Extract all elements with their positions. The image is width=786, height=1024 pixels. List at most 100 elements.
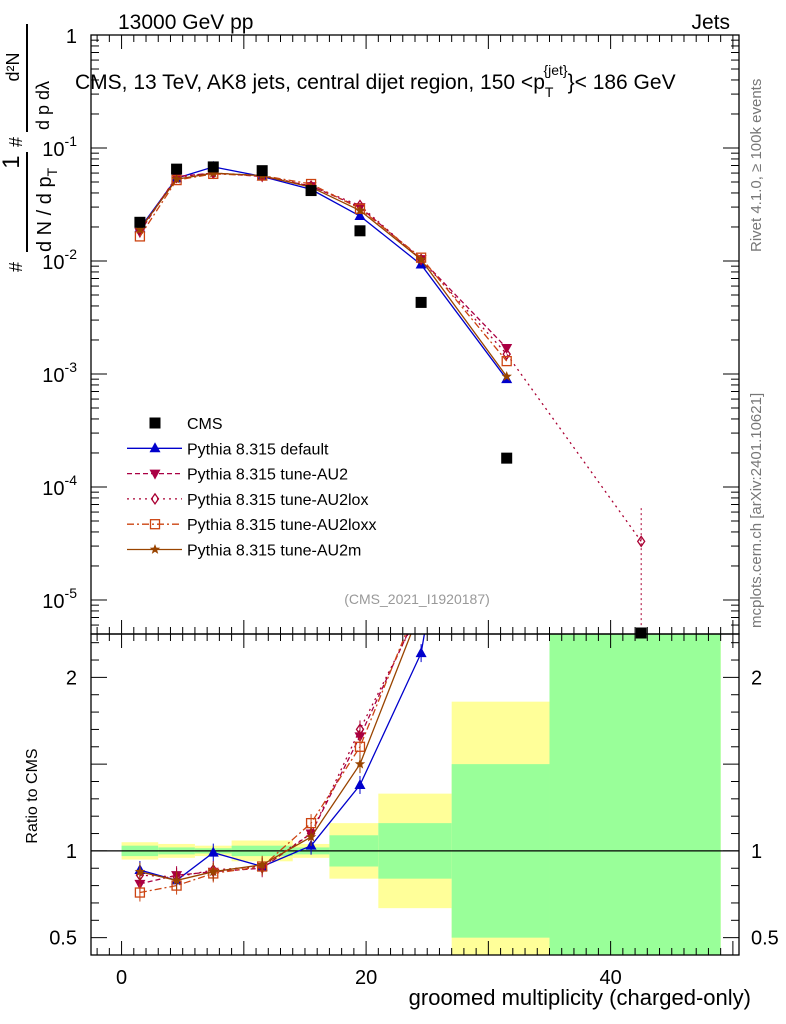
ratio-point-au2m-5 (354, 758, 366, 769)
y-axis-label-main: # 1 d N / d pT # d²N d p dλ (0, 24, 60, 272)
plot-title-sup: {jet} (543, 62, 567, 78)
y-label-hash: # (6, 262, 26, 272)
cms-point-3 (256, 165, 268, 177)
beam-label: 13000 GeV pp (118, 11, 253, 34)
ratio-point-au2loxx-5 (354, 741, 366, 752)
ratio-point-au2m-0 (134, 866, 146, 877)
ratio-point-au2loxx-4 (305, 817, 317, 829)
cms-point-0 (134, 216, 146, 228)
ratio-point-au2lox-5 (355, 723, 365, 736)
cms-point-4 (305, 185, 317, 197)
y-label-num2: d²N (3, 52, 23, 81)
cms-point-7 (501, 452, 513, 464)
main-point-au2m-5 (354, 205, 366, 215)
y-tick-label-main-5: 1 (66, 26, 77, 48)
y-tick-label-ratio-right-2: 2 (751, 667, 762, 689)
y-axis-label-ratio: Ratio to CMS (24, 748, 41, 843)
ratio-point-au2m-4 (305, 831, 317, 842)
legend-item-au2: Pythia 8.315 tune-AU2 (127, 467, 348, 484)
ratio-line-au2lox (139, 634, 409, 878)
x-axis-label: groomed multiplicity (charged-only) (409, 985, 751, 1010)
main-line-au2m (139, 172, 508, 377)
y-tick-label-ratio-right-1: 1 (751, 841, 762, 863)
legend-label-au2m: Pythia 8.315 tune-AU2m (187, 543, 361, 560)
y-tick-label-main-4: 10-1 (42, 133, 77, 161)
y-tick-label-main-0: 10-5 (42, 585, 77, 613)
y-label-num1: 1 (0, 155, 25, 168)
legend-item-cms: CMS (149, 416, 223, 433)
main-line-au2lox (139, 172, 642, 542)
main-line-au2 (139, 172, 508, 349)
x-tick-label-1: 20 (355, 967, 377, 989)
legend-item-au2loxx: Pythia 8.315 tune-AU2loxx (127, 517, 376, 534)
y-tick-label-main-3: 10-2 (42, 246, 77, 274)
main-line-default (139, 166, 508, 380)
main-point-au2loxx-7 (501, 355, 512, 367)
legend-marker-au2m (149, 544, 161, 554)
main-point-au2m-2 (208, 167, 219, 178)
x-tick-label-0: 0 (116, 967, 127, 989)
ratio-point-default-2 (207, 846, 219, 857)
y-tick-label-ratio-right-0: 0.5 (751, 928, 779, 950)
legend-marker-au2loxx (149, 519, 161, 530)
legend-label-cms: CMS (187, 416, 223, 433)
main-point-au2m-1 (171, 173, 182, 184)
cms-point-6 (415, 296, 427, 308)
legend-item-au2lox: Pythia 8.315 tune-AU2lox (127, 492, 368, 509)
y-tick-label-ratio-2: 2 (66, 667, 77, 689)
cms-point-1 (171, 163, 183, 175)
main-point-au2lox-8 (636, 535, 646, 548)
plot-title-main: CMS, 13 TeV, AK8 jets, central dijet reg… (75, 71, 545, 94)
plot-title: CMS, 13 TeV, AK8 jets, central dijet reg… (75, 62, 676, 100)
legend-label-au2: Pythia 8.315 tune-AU2 (187, 467, 348, 484)
band-inner-8 (549, 634, 721, 955)
legend-marker-cms (149, 417, 161, 429)
y-tick-label-ratio-1: 1 (66, 841, 77, 863)
x-tick-label-2: 40 (599, 967, 621, 989)
ratio-point-au2m-3 (256, 859, 268, 870)
main-point-au2lox-7 (502, 347, 511, 361)
y-tick-label-ratio-0: 0.5 (49, 928, 77, 950)
ratio-group-au2loxx (134, 634, 407, 902)
y-label-den1: d N / d pT (34, 167, 60, 252)
main-point-au2m-7 (501, 371, 512, 381)
cms-point-2 (207, 161, 219, 173)
ratio-point-au2loxx-0 (134, 887, 146, 898)
main-line-au2loxx (139, 173, 508, 362)
legend-label-default: Pythia 8.315 default (187, 441, 329, 458)
y-tick-label-main-1: 10-4 (42, 472, 77, 500)
category-label: Jets (691, 11, 730, 34)
legend-item-au2m: Pythia 8.315 tune-AU2m (127, 543, 361, 560)
plot-title-sub: T (545, 84, 554, 100)
legend-item-default: Pythia 8.315 default (127, 441, 329, 458)
ratio-point-default-5 (354, 778, 366, 789)
legend-marker-au2lox (150, 492, 160, 506)
main-series (134, 160, 647, 639)
y-label-den2: d p dλ (33, 81, 53, 130)
ratio-series (134, 634, 427, 902)
ratio-point-au2m-2 (208, 866, 219, 877)
legend-marker-default (149, 442, 161, 453)
analysis-id: (CMS_2021_I1920187) (344, 591, 490, 607)
legend-label-au2loxx: Pythia 8.315 tune-AU2loxx (187, 517, 376, 534)
ratio-uncertainty-bands (91, 634, 739, 955)
main-point-au2loxx-0 (134, 231, 146, 242)
cms-point-5 (354, 225, 366, 237)
legend: CMS Pythia 8.315 default Pythia 8.315 tune… (127, 416, 376, 560)
legend-marker-au2 (149, 469, 161, 480)
legend-label-au2lox: Pythia 8.315 tune-AU2lox (187, 492, 368, 509)
cms-point-8 (635, 627, 647, 639)
y-tick-label-main-2: 10-3 (42, 359, 77, 387)
y-label-hash2: # (6, 137, 26, 147)
main-point-default-5 (354, 210, 366, 221)
main-point-au2loxx-6 (415, 252, 427, 263)
axis-ticks: 0 20 40 10-5 10-4 10-3 10-2 10-1 1 0.5 0.5 1 1 2 2 (42, 26, 779, 989)
ratio-point-au2m-1 (171, 874, 182, 885)
mcplots-url-label: mcplots.cern.ch [arXiv:2401.10621] (748, 393, 765, 628)
main-point-au2m-6 (415, 254, 427, 264)
rivet-version-label: Rivet 4.1.0, ≥ 100k events (748, 79, 765, 252)
ratio-point-default-6 (415, 647, 427, 658)
main-point-au2m-0 (134, 224, 146, 234)
plot-title-end: }< 186 GeV (568, 71, 676, 94)
